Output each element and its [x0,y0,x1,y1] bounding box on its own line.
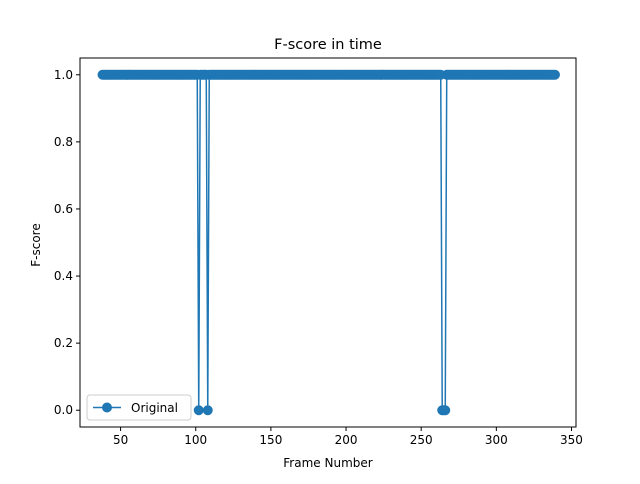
x-tick-label: 200 [335,433,358,447]
y-tick-label: 0.6 [54,202,73,216]
data-point [202,405,213,416]
ticks: 50 100 150 200 250 300 350 0.0 0.2 0.4 0.6 0.8 1.0 [54,68,583,447]
data-point [193,405,204,416]
plot-background [80,58,576,427]
legend: Original [86,394,192,421]
data-point [549,69,560,80]
x-axis-label: Frame Number [283,456,372,470]
x-tick-label: 150 [259,433,282,447]
y-tick-label: 0.2 [54,336,73,350]
chart-title: F-score in time [274,37,382,53]
y-tick-label: 1.0 [54,68,73,82]
axes-frame [79,57,577,428]
y-tick-label: 0.0 [54,403,73,417]
data-point [440,405,451,416]
plot-area [80,58,576,427]
x-tick-label: 50 [113,433,128,447]
y-tick-label: 0.8 [54,135,73,149]
data-layer [97,69,560,416]
x-tick-label: 100 [184,433,207,447]
legend-label-original: Original [131,401,178,415]
x-tick-label: 300 [485,433,508,447]
legend-marker-original [102,402,112,413]
y-tick-label: 0.4 [54,269,73,283]
y-axis-label: F-score [29,223,43,266]
legend-box [86,394,192,421]
x-tick-label: 250 [410,433,433,447]
x-tick-label: 350 [560,433,583,447]
axes-spines [79,57,577,428]
